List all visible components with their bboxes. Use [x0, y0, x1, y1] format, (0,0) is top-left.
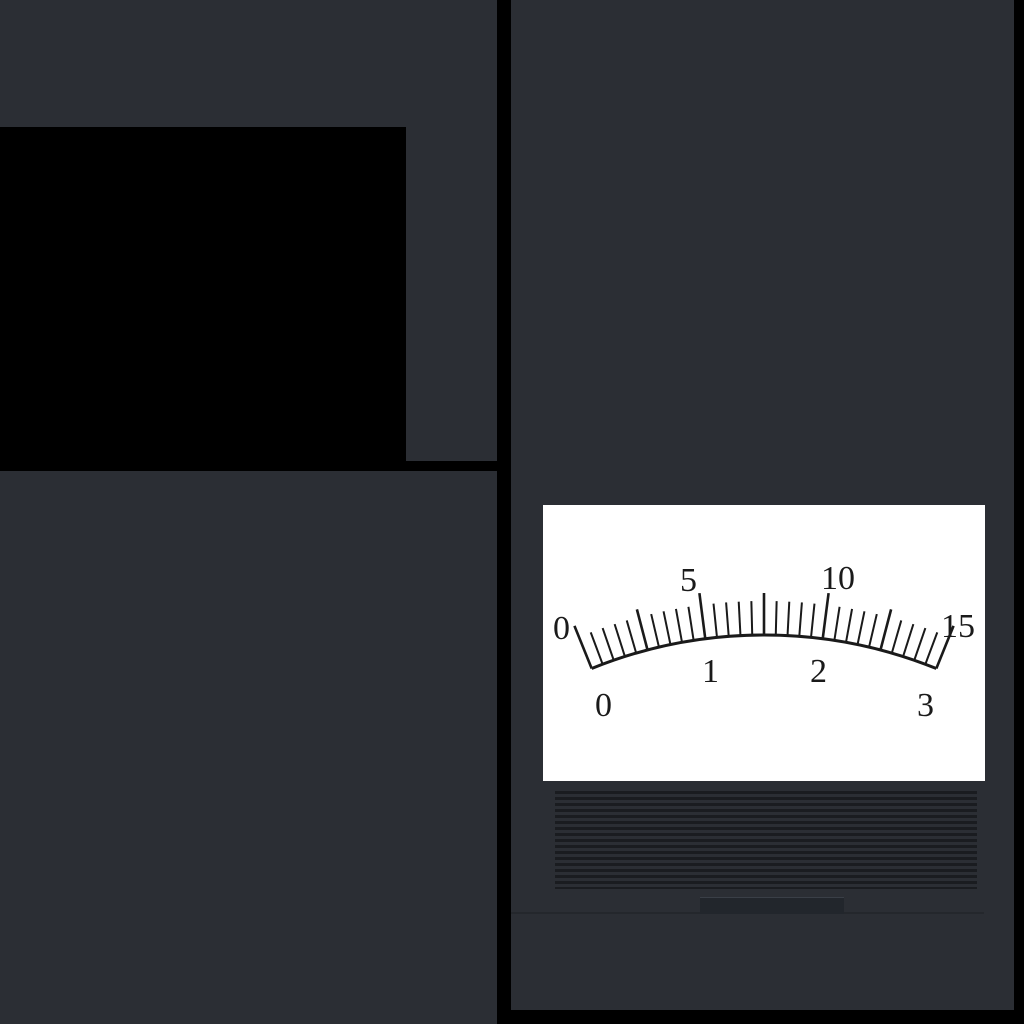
tick-9 — [687, 606, 695, 641]
speaker-grille — [555, 791, 977, 889]
tick-17 — [786, 601, 791, 636]
lower-label-3: 3 — [917, 687, 934, 724]
tick-19 — [810, 603, 816, 638]
tick-1 — [589, 632, 604, 665]
tick-0 — [573, 625, 593, 669]
black-image-placeholder — [0, 127, 406, 461]
tick-7 — [662, 611, 672, 645]
tick-4 — [625, 620, 638, 654]
meter-foot — [700, 897, 844, 914]
tick-27 — [902, 623, 915, 657]
meter-dial: 0 5 10 15 0 1 2 3 — [553, 560, 975, 724]
tick-29 — [924, 632, 939, 665]
tick-21 — [833, 606, 841, 641]
tick-13 — [737, 601, 742, 636]
upper-label-5: 5 — [680, 562, 697, 599]
lower-label-1: 1 — [702, 653, 719, 690]
tick-11 — [712, 603, 718, 638]
tick-16 — [774, 601, 778, 636]
tick-20 — [821, 592, 830, 639]
upper-label-15: 15 — [941, 608, 975, 645]
tick-28 — [913, 627, 927, 661]
meter-face: 0 5 10 15 0 1 2 3 — [543, 505, 985, 781]
tick-2 — [601, 627, 615, 661]
tick-5 — [635, 609, 649, 651]
tick-18 — [798, 602, 803, 637]
upper-label-0: 0 — [553, 610, 570, 647]
tick-25 — [879, 609, 893, 651]
tick-26 — [890, 620, 903, 654]
tick-10 — [698, 592, 707, 639]
tick-6 — [650, 613, 660, 648]
tick-30 — [935, 625, 955, 669]
bottom-left-panel — [0, 471, 497, 1024]
tick-24 — [868, 613, 878, 648]
tick-22 — [845, 608, 854, 643]
scale-arc — [591, 633, 937, 670]
tick-12 — [725, 602, 730, 637]
lower-label-0: 0 — [595, 687, 612, 724]
tick-23 — [856, 611, 866, 645]
tick-8 — [674, 608, 683, 643]
tick-marks — [573, 592, 955, 669]
tick-14 — [750, 601, 754, 636]
upper-label-10: 10 — [821, 560, 855, 597]
tick-3 — [613, 623, 626, 657]
lower-label-2: 2 — [810, 653, 827, 690]
